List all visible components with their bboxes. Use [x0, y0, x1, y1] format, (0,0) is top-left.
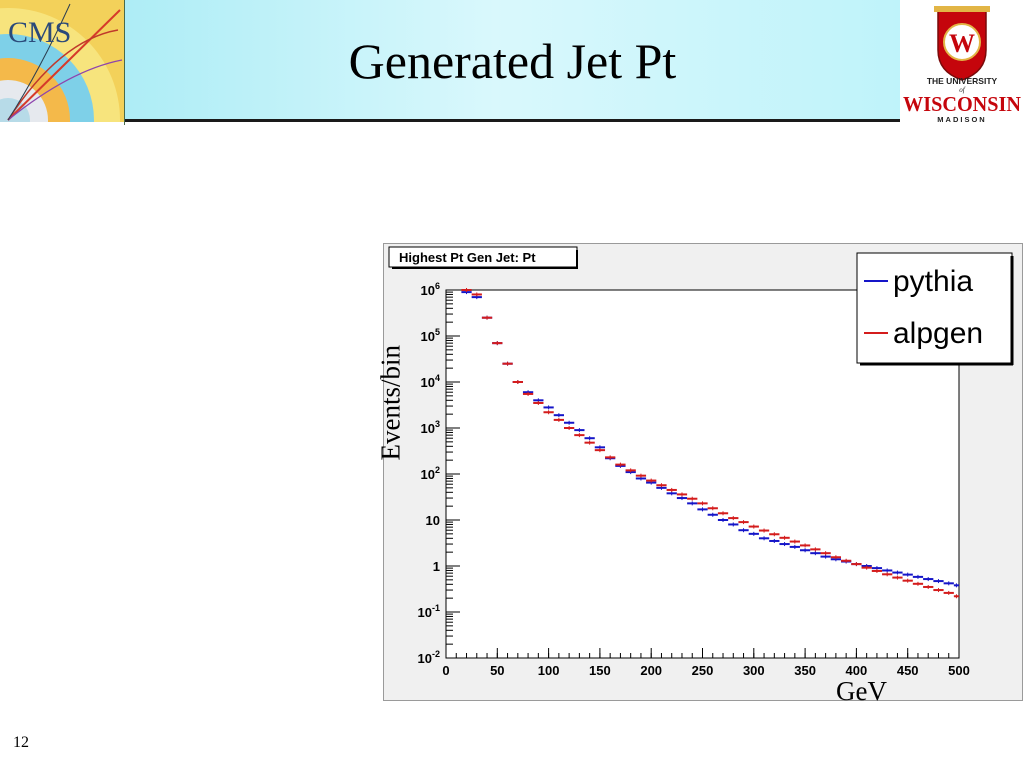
page-title: Generated Jet Pt [348, 33, 677, 89]
y-tick-label: 1 [433, 559, 440, 574]
axes: 0 50 100 150 200 250 300 350 400 450 500 10-2 10-1 1 1… [418, 281, 970, 678]
slide-number: 12 [13, 734, 29, 751]
uw-line3: MADISON [937, 115, 986, 124]
svg-text:W: W [949, 29, 975, 58]
x-tick-label: 350 [794, 663, 816, 678]
y-tick-label: 10 [426, 513, 440, 528]
uw-line1: THE UNIVERSITY [927, 76, 998, 86]
x-tick-label: 200 [640, 663, 662, 678]
uw-name: WISCONSIN [903, 92, 1021, 116]
uw-of: of [959, 86, 966, 94]
title-banner: CMS Generated Jet Pt [0, 0, 900, 125]
y-tick-label: 104 [421, 373, 440, 390]
uw-crest-logo-icon: W THE UNIVERSITY of WISCONSIN MADISON [900, 0, 1024, 125]
x-tick-label: 300 [743, 663, 765, 678]
cms-detector-logo-icon: CMS [0, 0, 125, 125]
legend-label-pythia: pythia [893, 265, 973, 298]
x-tick-label: 100 [538, 663, 560, 678]
x-tick-label: 250 [692, 663, 714, 678]
series-layer [461, 288, 959, 599]
x-tick-label: 400 [846, 663, 868, 678]
y-tick-label: 105 [421, 327, 440, 344]
chart-title: Highest Pt Gen Jet: Pt [399, 250, 536, 265]
legend-label-alpgen: alpgen [893, 317, 983, 350]
x-axis-label: GeV [836, 676, 887, 706]
root-histogram-canvas: 0 50 100 150 200 250 300 350 400 450 500 10-2 10-1 1 1… [383, 243, 1023, 701]
y-tick-label: 103 [421, 419, 440, 436]
legend: pythia alpgen [856, 252, 1014, 366]
series-alpgen [461, 288, 959, 599]
x-tick-label: 150 [589, 663, 611, 678]
x-tick-label: 500 [948, 663, 970, 678]
y-tick-label: 106 [421, 281, 440, 298]
y-tick-label: 10-2 [418, 649, 440, 666]
x-tick-label: 50 [490, 663, 504, 678]
x-tick-label: 450 [897, 663, 919, 678]
y-tick-label: 102 [421, 465, 440, 482]
cms-logo-text: CMS [8, 16, 71, 49]
x-tick-label: 0 [442, 663, 449, 678]
chart-title-box: Highest Pt Gen Jet: Pt [388, 246, 578, 269]
y-axis-label: Events/bin [375, 345, 406, 461]
y-tick-label: 10-1 [418, 603, 440, 620]
